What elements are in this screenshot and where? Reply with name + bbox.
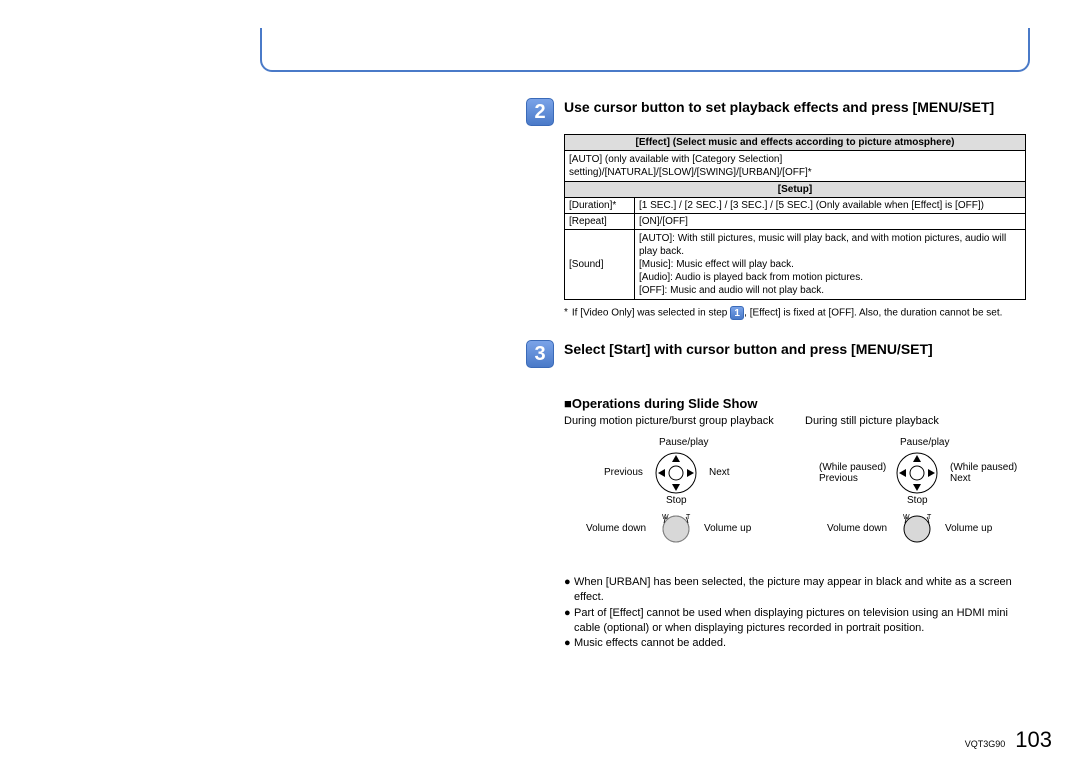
step-2: 2 Use cursor button to set playback effe… xyxy=(526,98,1026,126)
step-3-title: Select [Start] with cursor button and pr… xyxy=(564,340,933,358)
note-item: ●Part of [Effect] cannot be used when di… xyxy=(564,606,1026,636)
header-frame xyxy=(260,28,1030,72)
step-3: 3 Select [Start] with cursor button and … xyxy=(526,340,1026,368)
note-text: When [URBAN] has been selected, the pict… xyxy=(574,575,1026,605)
step-2-title: Use cursor button to set playback effect… xyxy=(564,98,994,116)
page-number: 103 xyxy=(1015,727,1052,753)
row-val: [ON]/[OFF] xyxy=(635,214,1026,230)
svg-text:T: T xyxy=(927,514,932,521)
footnote-text: If [Video Only] was selected in step 1, … xyxy=(572,306,1003,320)
label-pause: Pause/play xyxy=(659,437,708,448)
label-stop: Stop xyxy=(666,495,687,506)
label-voldown: Volume down xyxy=(827,523,887,534)
bullet-icon: ● xyxy=(564,636,570,651)
label-while-next: (While paused) Next xyxy=(950,462,1017,484)
col-motion: During motion picture/burst group playba… xyxy=(564,415,785,563)
label-volup: Volume up xyxy=(945,523,992,534)
note-text: Music effects cannot be added. xyxy=(574,636,726,651)
footnote-post: , [Effect] is fixed at [OFF]. Also, the … xyxy=(744,308,1002,319)
svg-text:T: T xyxy=(686,514,691,521)
label-prev: Previous xyxy=(604,467,643,478)
col-still: During still picture playback W T xyxy=(805,415,1026,563)
bullet-icon: ● xyxy=(564,575,570,605)
dpad-diagram-2: W T Pause/play (While paused) Previous (… xyxy=(805,433,1025,563)
note-text: Part of [Effect] cannot be used when dis… xyxy=(574,606,1026,636)
dpad-diagram-1: W T Pause/play Previous Next Stop Volume… xyxy=(564,433,784,563)
note-item: ●When [URBAN] has been selected, the pic… xyxy=(564,575,1026,605)
note-item: ● Music effects cannot be added. xyxy=(564,636,1026,651)
row-val: [1 SEC.] / [2 SEC.] / [3 SEC.] / [5 SEC.… xyxy=(635,198,1026,214)
doc-code: VQT3G90 xyxy=(965,739,1006,749)
operations-columns: During motion picture/burst group playba… xyxy=(564,415,1026,563)
footnote-pre: If [Video Only] was selected in step xyxy=(572,308,730,319)
col2-title: During still picture playback xyxy=(805,415,1026,427)
label-voldown: Volume down xyxy=(586,523,646,534)
dial-icon: W T xyxy=(899,511,935,547)
operations-title: ■Operations during Slide Show xyxy=(564,396,1026,411)
page-footer: VQT3G90 103 xyxy=(965,727,1052,753)
dpad-icon xyxy=(895,451,939,495)
effect-header: [Effect] (Select music and effects accor… xyxy=(565,135,1026,151)
label-volup: Volume up xyxy=(704,523,751,534)
setup-header: [Setup] xyxy=(565,182,1026,198)
bullet-icon: ● xyxy=(564,606,570,636)
effects-table: [Effect] (Select music and effects accor… xyxy=(564,134,1026,300)
label-pause: Pause/play xyxy=(900,437,949,448)
footnote-marker: * xyxy=(564,306,568,320)
row-key: [Sound] xyxy=(565,230,635,300)
label-while-prev: (While paused) Previous xyxy=(819,462,886,484)
label-next: Next xyxy=(709,467,730,478)
step-number-icon: 3 xyxy=(526,340,554,368)
step-number-icon: 2 xyxy=(526,98,554,126)
dpad-icon xyxy=(654,451,698,495)
dial-icon: W T xyxy=(658,511,694,547)
step-1-inline-icon: 1 xyxy=(730,306,744,320)
col1-title: During motion picture/burst group playba… xyxy=(564,415,785,427)
row-key: [Repeat] xyxy=(565,214,635,230)
label-stop: Stop xyxy=(907,495,928,506)
effect-body: [AUTO] (only available with [Category Se… xyxy=(565,151,1026,182)
page-content: 2 Use cursor button to set playback effe… xyxy=(526,98,1026,652)
notes-list: ●When [URBAN] has been selected, the pic… xyxy=(564,575,1026,651)
footnote: * If [Video Only] was selected in step 1… xyxy=(564,306,1026,320)
row-val: [AUTO]: With still pictures, music will … xyxy=(635,230,1026,300)
row-key: [Duration]* xyxy=(565,198,635,214)
